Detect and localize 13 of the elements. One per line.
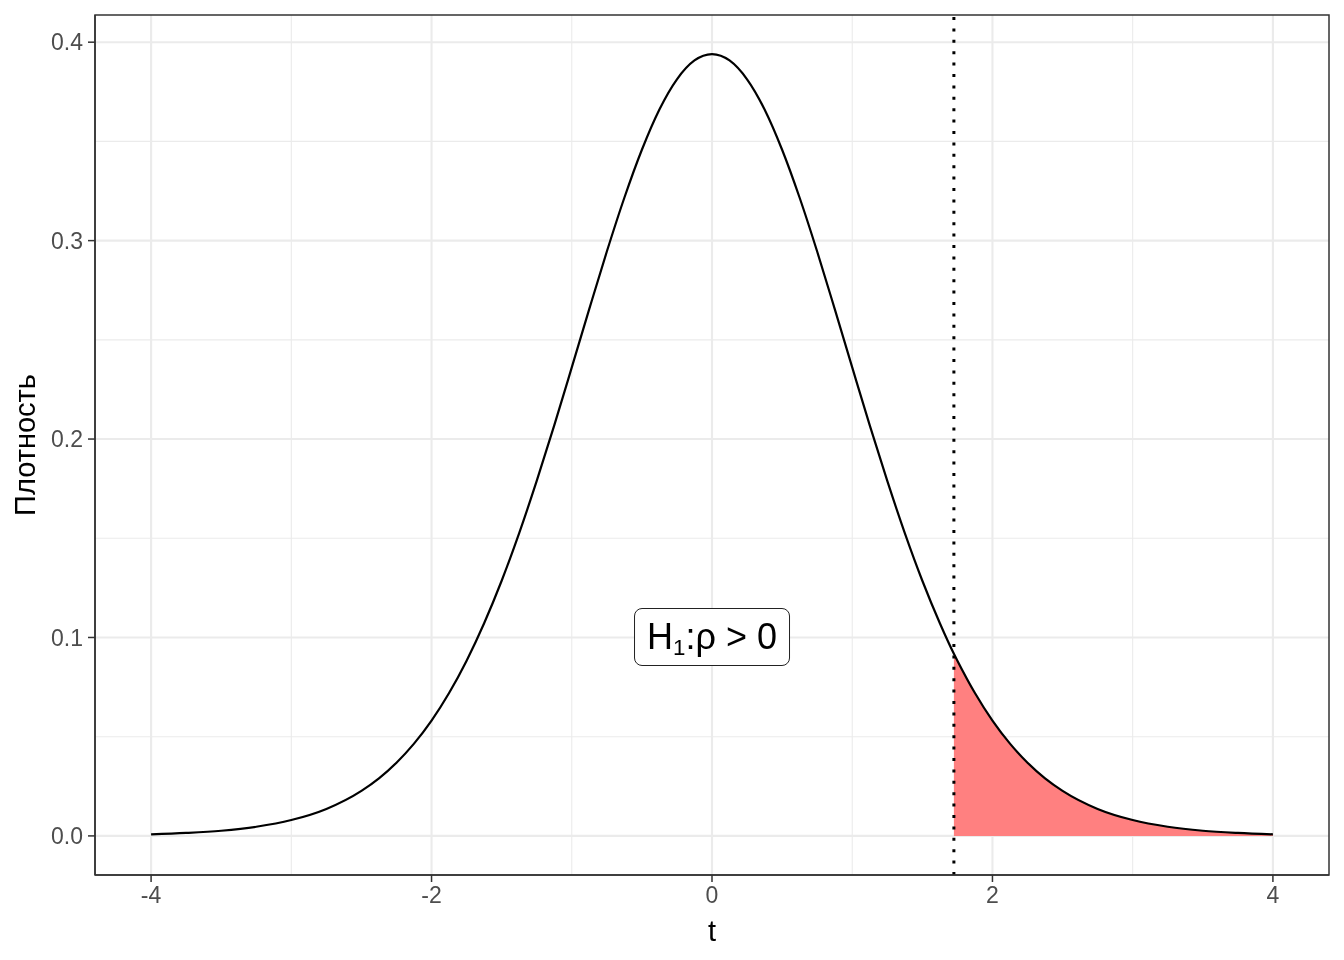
x-tick-label: -2 (421, 882, 442, 909)
y-tick-label: 0.3 (51, 227, 83, 254)
y-tick-label: 0.2 (51, 426, 83, 453)
y-axis-title: Плотность (9, 374, 42, 516)
y-tick-label: 0.0 (51, 823, 83, 850)
x-axis-title: t (707, 915, 717, 947)
x-tick-label: -4 (140, 882, 162, 909)
annotation: H$_{1}$:ρ > 0 (634, 607, 790, 666)
x-tick-label: 4 (1266, 882, 1280, 909)
x-tick-label: 2 (986, 882, 999, 909)
y-tick-label: 0.1 (51, 624, 83, 651)
y-tick-label: 0.4 (51, 29, 84, 56)
x-tick-label: 0 (705, 882, 719, 909)
